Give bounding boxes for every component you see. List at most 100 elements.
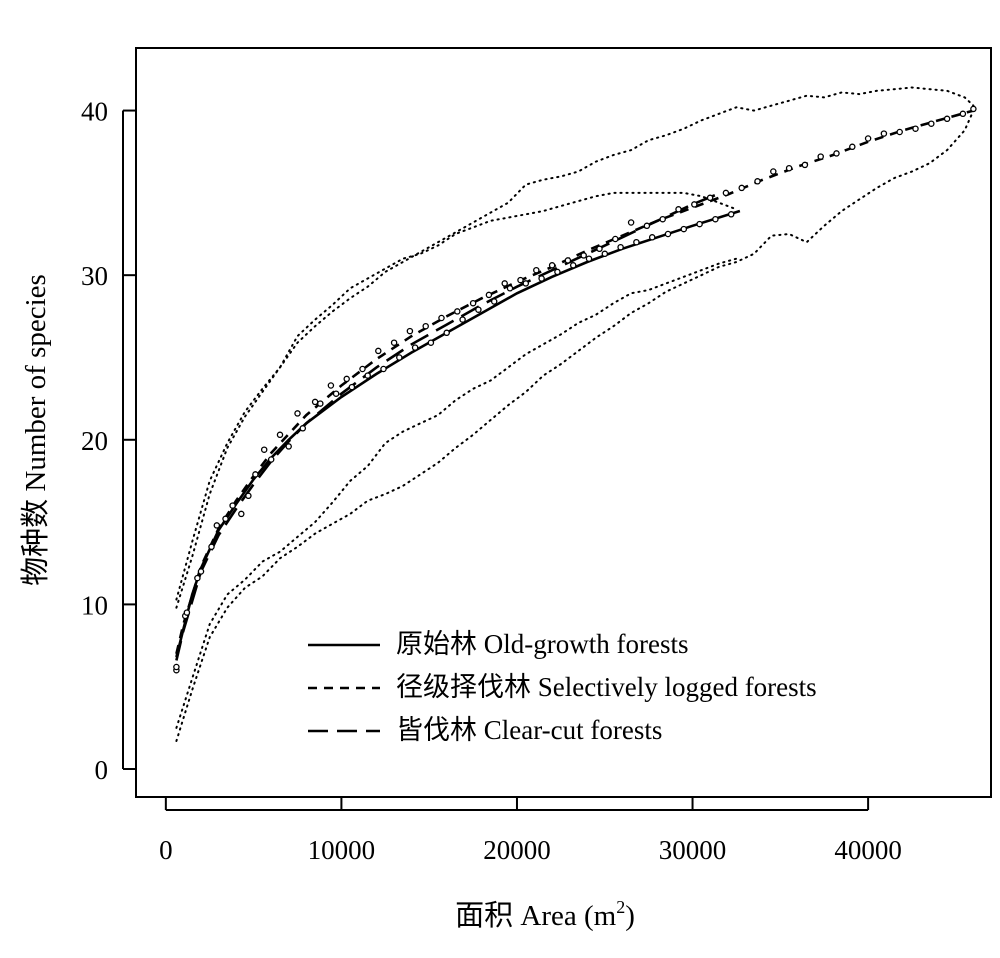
confidence-bands (175, 86, 975, 742)
data-point-selectively-logged (849, 143, 856, 151)
data-point-selectively-logged (517, 276, 524, 284)
y-tick-label: 40 (81, 97, 108, 127)
data-point-selectively-logged (896, 128, 903, 136)
data-point-selectively-logged (738, 184, 745, 192)
data-point-selectively-logged (276, 431, 284, 439)
data-point-selectively-logged (469, 299, 477, 307)
legend-label-clear-cut: 皆伐林 Clear-cut forests (396, 715, 662, 745)
data-point-selectively-logged (548, 262, 556, 269)
y-tick-label: 20 (81, 426, 108, 456)
data-point-selectively-logged (245, 492, 252, 500)
data-point-selectively-logged (706, 194, 714, 202)
data-point-selectively-logged (294, 410, 301, 417)
x-axis-title: 面积 Area (m2) (455, 897, 635, 932)
data-point-old-growth (299, 425, 307, 432)
data-point-selectively-logged (596, 245, 603, 253)
data-point-selectively-logged (833, 150, 840, 157)
x-tick-label: 30000 (659, 835, 727, 865)
band-lower (175, 109, 975, 742)
x-axis: 0 10000 20000 30000 40000 (159, 797, 902, 865)
plot-frame (135, 47, 992, 798)
data-point-old-growth (194, 574, 201, 582)
data-point-old-growth (490, 298, 498, 305)
data-point-selectively-logged (229, 502, 236, 509)
data-point-old-growth (696, 220, 703, 228)
data-point-selectively-logged (864, 135, 872, 142)
data-point-old-growth (285, 443, 292, 450)
data-point-selectively-logged (722, 189, 730, 197)
y-axis: 0 10 20 30 40 (81, 97, 136, 785)
data-point-selectively-logged (675, 206, 682, 213)
data-point-selectively-logged (343, 375, 350, 383)
data-point-selectively-logged (197, 568, 205, 575)
data-point-selectively-logged (260, 446, 268, 453)
data-point-old-growth (569, 262, 577, 269)
data-point-selectively-logged (485, 291, 493, 299)
data-point-old-growth (538, 275, 545, 282)
y-tick-label: 10 (81, 590, 108, 620)
band-upper (175, 86, 975, 609)
data-point-selectively-logged (801, 161, 809, 169)
data-point-selectively-logged (533, 266, 540, 274)
data-point-selectively-logged (880, 130, 888, 137)
data-point-selectively-logged (659, 215, 666, 223)
data-point-selectively-logged (173, 663, 180, 671)
data-point-selectively-logged (327, 382, 335, 389)
data-point-old-growth (443, 329, 450, 337)
data-point-selectively-logged (817, 153, 824, 160)
x-tick-label: 40000 (834, 835, 902, 865)
data-point-selectively-logged (390, 339, 398, 346)
band-lower-inner (175, 257, 738, 729)
data-point-old-growth (727, 211, 735, 218)
data-point-old-growth (522, 280, 530, 287)
data-point-selectively-logged (912, 125, 919, 132)
data-point-selectively-logged (183, 609, 191, 616)
data-point-selectively-logged (612, 235, 619, 243)
legend-label-selectively-logged: 径级择伐林 Selectively logged forests (396, 672, 817, 702)
data-point-selectively-logged (770, 168, 777, 175)
data-point-selectively-logged (943, 115, 951, 123)
data-point-old-growth (506, 285, 514, 292)
data-point-selectively-logged (501, 280, 508, 287)
legend: 原始林 Old-growth forests 径级择伐林 Selectively… (308, 629, 817, 745)
data-point-old-growth (222, 515, 229, 523)
data-point-old-growth (648, 234, 656, 241)
data-point-old-growth (712, 215, 719, 223)
data-point-selectively-logged (375, 347, 382, 355)
data-point-old-growth (633, 238, 640, 246)
data-point-selectively-logged (970, 105, 977, 113)
data-point-old-growth (267, 456, 275, 463)
data-point-old-growth (208, 543, 215, 551)
data-point-old-growth (380, 365, 387, 373)
x-tick-label: 20000 (483, 835, 551, 865)
x-tick-label: 10000 (308, 835, 376, 865)
data-point-old-growth (332, 390, 340, 397)
data-point-selectively-logged (580, 252, 587, 259)
data-point-old-growth (252, 471, 259, 478)
data-point-old-growth (427, 339, 435, 346)
data-point-old-growth (364, 372, 371, 379)
data-point-old-growth (317, 400, 324, 407)
data-point-old-growth (680, 225, 688, 233)
fit-line-clear-cut (175, 191, 722, 661)
data-point-old-growth (475, 306, 482, 313)
data-point-selectively-logged (959, 110, 967, 118)
data-point-selectively-logged (438, 314, 445, 322)
data-point-old-growth (617, 243, 624, 251)
data-point-old-growth (554, 268, 561, 276)
y-tick-label: 30 (81, 261, 108, 291)
data-point-selectively-logged (406, 327, 414, 335)
data-point-old-growth (396, 354, 403, 361)
data-point-old-growth (585, 255, 593, 262)
data-point-old-growth (348, 383, 356, 391)
data-point-selectively-logged (454, 308, 461, 315)
data-point-selectively-logged (311, 398, 319, 406)
data-point-selectively-logged (785, 164, 793, 172)
y-axis-title: 物种数 Number of species (19, 274, 52, 586)
legend-label-old-growth: 原始林 Old-growth forests (396, 629, 688, 659)
y-tick-label: 0 (95, 755, 109, 785)
data-point-old-growth (459, 316, 466, 323)
data-point-old-growth (664, 230, 672, 238)
fitted-curves (175, 109, 974, 661)
